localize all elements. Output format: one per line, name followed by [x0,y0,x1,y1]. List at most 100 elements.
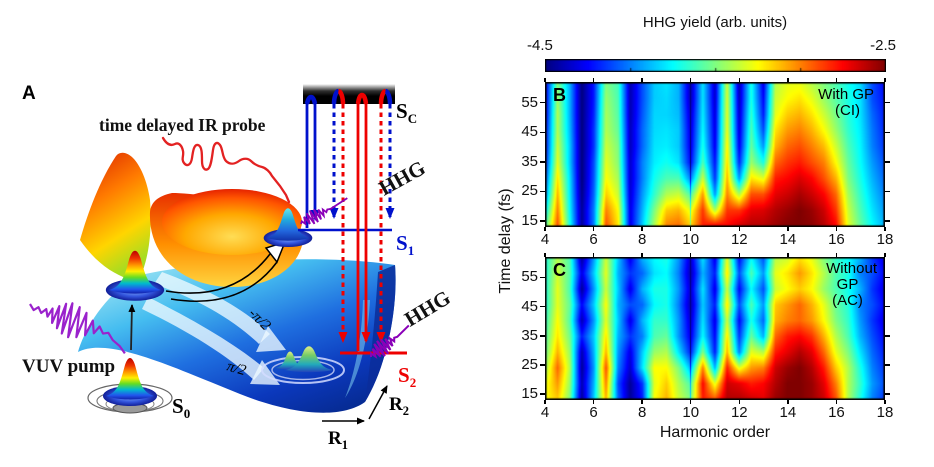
heatmap-panel-b [545,82,885,227]
s0-label: S0 [172,394,190,421]
y-tick-c [885,335,890,337]
wavepacket-s0 [103,358,157,406]
y-tick-b [885,101,890,104]
y-tick-b [540,101,545,104]
x-tick-c [641,253,643,257]
x-tick-c [689,253,692,257]
panel-a-schematic: -π/2 π/2 time delayed IR probe [22,83,455,452]
sc-label: SC [396,99,417,126]
y-tick-b [540,161,545,163]
x-tick-c [884,400,886,404]
vuv-pump-label: VUV pump [22,356,115,377]
x-tick-label-b: 8 [637,231,647,248]
x-tick-c [738,400,741,404]
panel-b-annotation-line2: (CI) [835,102,860,119]
hhg-burst-upper [300,197,348,227]
y-tick-b [540,131,545,134]
wavepacket-excited [105,250,165,301]
hhg-burst-lower [369,324,410,359]
y-tick-label-b: 45 [521,123,538,141]
x-axis-label: Harmonic order [659,424,771,441]
x-tick-label-b: 6 [589,231,598,248]
x-tick-b [787,227,789,231]
y-tick-c [540,276,545,279]
y-tick-c [540,393,545,395]
y-tick-c [540,305,545,308]
y-tick-label-c: 35 [521,326,538,344]
pump-arrow [128,304,136,351]
y-tick-b [540,220,545,222]
s2-label: S2 [398,363,416,390]
panel-a-letter: A [22,83,36,104]
x-tick-b [641,227,643,231]
x-tick-label-b: 14 [779,231,797,248]
y-tick-label-c: 15 [521,385,538,403]
y-tick-label-b: 55 [521,93,538,111]
x-tick-label-c: 6 [589,404,598,421]
s1-label: S1 [396,231,414,258]
x-tick-c [592,253,595,257]
x-tick-b [592,227,595,231]
x-tick-c [835,400,838,404]
upper-pes-funnel [80,152,303,287]
y-tick-label-c: 45 [521,297,538,315]
x-tick-b [641,78,643,82]
hhg-label-upper: HHG [375,156,430,201]
x-tick-c [641,400,643,404]
x-tick-b [689,78,692,82]
x-tick-c [787,400,789,404]
x-tick-b [544,78,546,82]
x-tick-label-c: 18 [876,404,894,421]
y-tick-b [885,161,890,163]
y-tick-c [540,364,545,366]
x-tick-label-c: 12 [730,404,748,421]
y-tick-b [885,220,890,222]
x-tick-c [592,400,595,404]
x-tick-b [738,78,741,82]
panel-b-annotation-line1: With GP [818,86,874,103]
y-tick-label-c: 55 [521,268,538,286]
level-diagram [298,84,407,355]
x-tick-label-b: 18 [876,231,894,248]
ir-probe-pulse [161,136,291,204]
y-tick-c [885,305,890,308]
x-tick-c [544,253,546,257]
x-tick-label-c: 8 [637,404,647,421]
colorbar-title: HHG yield (arb. units) [642,14,788,31]
x-tick-label-b: 10 [682,231,700,248]
y-tick-b [885,190,890,193]
x-tick-b [835,227,838,231]
colorbar [545,59,886,72]
y-tick-b [540,190,545,193]
colorbar-min-label: -4.5 [527,37,553,54]
x-tick-label-b: 16 [828,231,845,248]
x-tick-label-b: 12 [730,231,748,248]
x-tick-c [884,253,886,257]
x-tick-c [835,253,838,257]
y-tick-b [885,131,890,134]
y-tick-label-b: 35 [521,152,538,170]
x-tick-c [544,400,546,404]
panel-c-annotation-line1: Without [826,260,877,277]
phase-label-lower: π/2 [225,358,248,379]
y-tick-label-b: 25 [521,182,538,200]
hhg-label-lower: HHG [400,285,454,331]
y-tick-c [885,393,890,395]
y-tick-c [540,335,545,337]
x-tick-b [884,78,886,82]
panel-b-letter: B [553,85,566,105]
x-tick-b [884,227,886,231]
x-tick-label-c: 10 [682,404,700,421]
y-tick-c [885,276,890,279]
x-tick-label-c: 14 [779,404,797,421]
x-tick-label-b: 4 [540,231,550,248]
x-tick-c [689,400,692,404]
colorbar-max-label: -2.5 [870,37,896,54]
x-tick-c [787,253,789,257]
panel-c-annotation-line2: GP [836,276,859,293]
x-tick-label-c: 16 [828,404,845,421]
wavepacket-s1 [263,208,313,247]
x-tick-b [592,78,595,82]
wavepacket-path-arrows [142,272,286,385]
